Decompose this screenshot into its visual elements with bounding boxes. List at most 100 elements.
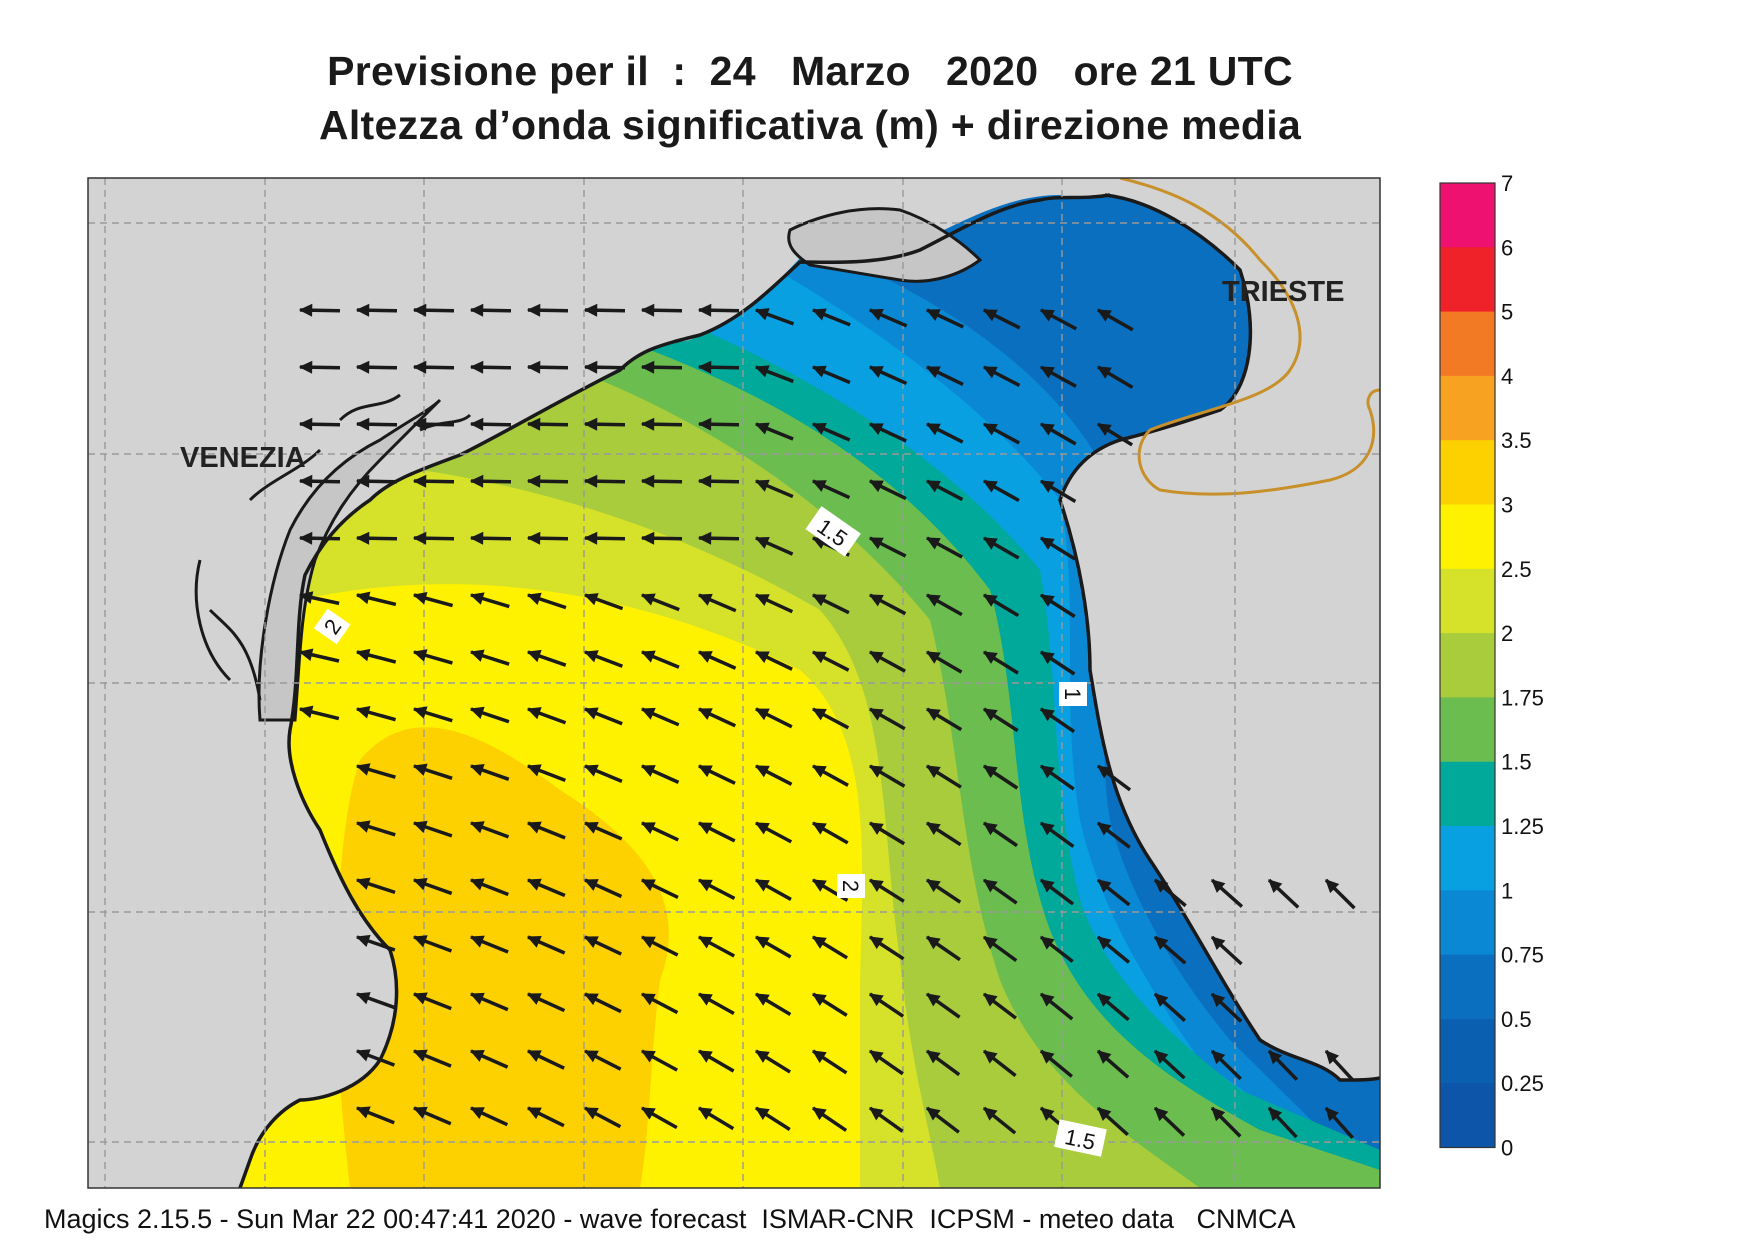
- direction-arrow-head: [412, 591, 428, 605]
- direction-arrow-head: [1097, 309, 1112, 322]
- direction-arrow-head: [925, 423, 941, 436]
- direction-arrow-head: [412, 763, 428, 776]
- direction-arrow-head: [526, 878, 542, 891]
- direction-arrow-head: [869, 822, 884, 835]
- legend-label: 1.5: [1501, 750, 1532, 775]
- place-label-trieste: TRIESTE: [1222, 276, 1344, 308]
- direction-arrow-head: [811, 651, 827, 664]
- direction-arrow-head: [412, 1106, 428, 1119]
- direction-arrow-head: [412, 820, 428, 834]
- direction-arrow-head: [1097, 879, 1112, 893]
- direction-arrow-head: [1268, 879, 1283, 894]
- direction-arrow-head: [355, 360, 370, 374]
- direction-arrow-head: [526, 764, 542, 777]
- lagoon-venezia: [257, 398, 442, 722]
- direction-arrow-head: [1211, 993, 1226, 1008]
- contour-label-3: 2: [837, 874, 865, 898]
- direction-arrow-head: [1325, 879, 1340, 894]
- direction-arrow-head: [926, 936, 941, 950]
- direction-arrow-head: [298, 360, 313, 374]
- direction-arrow-head: [925, 309, 941, 322]
- direction-arrow-head: [412, 649, 428, 662]
- legend-swatch: [1440, 633, 1495, 698]
- direction-arrow-head: [469, 649, 485, 662]
- legend-swatch: [1440, 440, 1495, 505]
- direction-arrow-head: [298, 705, 314, 719]
- direction-arrow-head: [355, 591, 371, 605]
- legend-label: 6: [1501, 235, 1513, 260]
- direction-arrow-head: [697, 993, 713, 1006]
- direction-arrow-head: [640, 707, 656, 720]
- direction-arrow-head: [583, 993, 599, 1006]
- direction-arrow-head: [355, 820, 371, 833]
- direction-arrow-head: [754, 537, 770, 549]
- direction-arrow-head: [355, 417, 370, 431]
- direction-arrow-head: [697, 417, 712, 431]
- legend-swatch: [1440, 890, 1495, 956]
- legend-border: [1439, 182, 1496, 1149]
- direction-arrow-head: [526, 1050, 542, 1063]
- direction-arrow-head: [526, 707, 542, 720]
- direction-arrow-head: [412, 935, 428, 948]
- direction-arrow-head: [583, 707, 599, 720]
- direction-arrow-head: [983, 879, 998, 893]
- direction-arrow-head: [754, 879, 770, 892]
- direction-arrow-head: [926, 708, 941, 721]
- direction-arrow-head: [469, 878, 485, 891]
- direction-arrow-head: [640, 417, 655, 431]
- direction-arrow-head: [298, 531, 313, 545]
- direction-arrow-head: [925, 537, 941, 550]
- direction-arrow-head: [526, 360, 541, 374]
- legend-label: 3.5: [1501, 428, 1532, 453]
- direction-arrow-head: [983, 537, 998, 550]
- direction-arrow-head: [1039, 366, 1055, 379]
- direction-arrow-head: [811, 365, 827, 378]
- direction-arrow-head: [583, 821, 599, 834]
- legend-label: 4: [1501, 364, 1513, 389]
- direction-arrow-head: [811, 594, 827, 607]
- direction-arrow-head: [869, 1107, 884, 1121]
- direction-arrow-head: [1211, 1050, 1226, 1065]
- direction-arrow-head: [926, 651, 941, 664]
- map-border: [87, 177, 1381, 1189]
- direction-arrow-head: [1154, 879, 1169, 893]
- direction-arrow-head: [698, 1050, 713, 1063]
- direction-arrow-head: [1040, 594, 1055, 608]
- direction-arrow-head: [1040, 765, 1055, 779]
- direction-arrow-head: [412, 474, 427, 488]
- direction-arrow-head: [983, 708, 998, 722]
- direction-arrow-head: [526, 935, 542, 948]
- direction-arrow-head: [469, 592, 485, 605]
- direction-arrow-head: [754, 479, 770, 492]
- direction-arrow-head: [583, 936, 599, 949]
- direction-arrow-head: [697, 765, 713, 778]
- legend-swatch: [1440, 311, 1495, 377]
- legend-label: 1.75: [1501, 685, 1544, 710]
- direction-arrow-head: [640, 650, 656, 663]
- direction-arrow-head: [412, 1049, 428, 1062]
- direction-arrow-head: [298, 474, 313, 488]
- direction-arrow-head: [1097, 936, 1112, 950]
- direction-arrow-head: [640, 360, 655, 374]
- direction-arrow-head: [983, 1050, 998, 1064]
- contour-label-3-text: 2: [838, 880, 863, 892]
- direction-arrow-head: [469, 706, 485, 720]
- direction-arrow-head: [469, 992, 485, 1005]
- direction-arrow-head: [754, 365, 770, 378]
- contour-labels: 1.5 2 2 1 1.5: [313, 506, 1107, 1157]
- direction-arrow-head: [469, 474, 484, 488]
- direction-arrow-head: [983, 936, 998, 950]
- map-frame: 1.5 2 2 1 1.5 VENEZIA TRIESTE: [88, 178, 1380, 1188]
- direction-arrow-head: [469, 531, 484, 545]
- direction-arrow-head: [754, 765, 770, 778]
- direction-arrow-head: [755, 1107, 770, 1121]
- direction-arrow-head: [298, 417, 313, 431]
- direction-arrow-head: [469, 935, 485, 948]
- direction-arrow-head: [869, 765, 884, 778]
- direction-arrow-head: [298, 648, 314, 662]
- direction-arrow-head: [1211, 1107, 1226, 1122]
- direction-arrow-head: [925, 480, 941, 493]
- direction-arrow-head: [469, 360, 484, 374]
- band-2.5: [335, 727, 669, 1188]
- direction-arrow-head: [640, 993, 656, 1006]
